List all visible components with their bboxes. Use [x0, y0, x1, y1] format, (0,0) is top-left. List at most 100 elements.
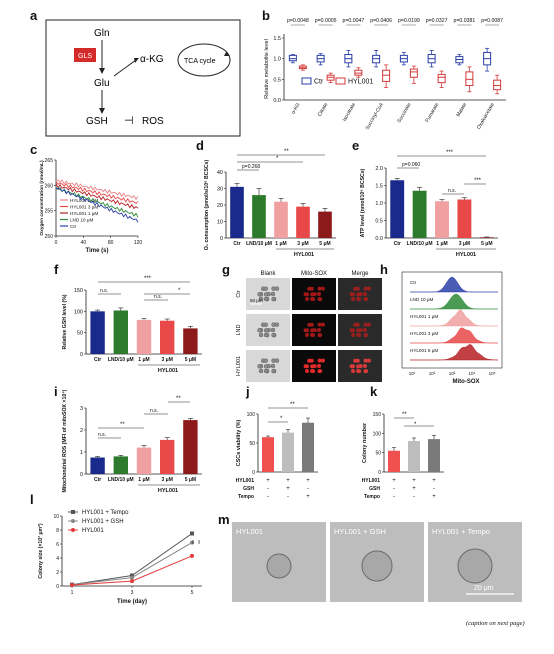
- cell: [363, 369, 368, 374]
- sign-label: -: [267, 494, 269, 500]
- legend-label: Ctr: [314, 79, 324, 86]
- p-value-label: p=0.0381: [453, 18, 475, 24]
- bar: [252, 195, 266, 238]
- x-tick-label: Ctr: [94, 477, 101, 483]
- y-tick-label: 100: [74, 309, 83, 315]
- glu-label: Glu: [94, 78, 110, 89]
- colony: [266, 553, 292, 579]
- cell: [310, 369, 315, 374]
- cell: [317, 358, 322, 363]
- cell: [349, 328, 354, 333]
- sig-annotation: **: [188, 540, 194, 544]
- cell: [305, 332, 310, 337]
- cell: [270, 291, 276, 297]
- cell: [303, 328, 308, 333]
- y-tick-label: 0: [252, 470, 255, 476]
- sig-annotation: **: [194, 540, 200, 544]
- x-tick-label: Fumarate: [424, 102, 440, 124]
- y-tick-label: 6: [56, 542, 59, 548]
- sig-annotation: *: [280, 416, 283, 422]
- cell: [263, 292, 269, 297]
- x-axis-label: Time (day): [117, 599, 147, 605]
- y-tick-label: 2: [56, 570, 59, 576]
- cell: [366, 286, 371, 291]
- bar: [282, 432, 294, 472]
- colony-number-bar-chart: 0 50 100 150 Colony number + - - + + - + - + HYL001 GSH…: [362, 412, 444, 500]
- x-tick-label: 3 μM: [161, 477, 172, 483]
- cell: [274, 286, 280, 291]
- cell: [349, 364, 354, 369]
- box: [288, 54, 297, 62]
- cell: [257, 292, 262, 297]
- x-tick-label: 5: [191, 590, 194, 596]
- caption-note: (caption on next page): [466, 620, 525, 627]
- cell: [363, 286, 368, 291]
- y-tick-label: 1: [80, 450, 83, 456]
- sign-label: -: [393, 494, 395, 500]
- data-point: [130, 579, 134, 584]
- column-label: Merge: [351, 271, 369, 277]
- y-tick-label: 265: [45, 158, 54, 164]
- cell: [363, 333, 368, 338]
- x-tick-label: 3 μM: [297, 241, 308, 247]
- gls-enzyme-box: [74, 48, 96, 62]
- p-value-label: p=0.0406: [370, 18, 392, 24]
- plot-frame: [401, 271, 503, 369]
- mito-ros-bar-chart: 0 1 2 3 Mitochondrial ROS (MFI of mitoSOX ×1…: [62, 390, 202, 494]
- p-value-label: p=0.0327: [426, 18, 448, 24]
- bar: [113, 310, 128, 354]
- scale-label: 50 μm: [250, 298, 263, 303]
- x-axis-label: Mito-SOX: [453, 379, 480, 385]
- y-tick-label: 50: [249, 441, 255, 447]
- cell: [310, 297, 315, 302]
- bar: [90, 457, 105, 474]
- group-label: HYL001: [456, 252, 476, 258]
- panel-label-j: j: [246, 384, 250, 399]
- cell: [258, 332, 264, 338]
- bar: [183, 328, 198, 354]
- cell: [355, 286, 360, 291]
- panel-label-m: m: [218, 512, 230, 527]
- legend-label: Ctr: [70, 224, 77, 229]
- panel-label-c: c: [30, 142, 38, 157]
- image-label: HYL001 + Tempo: [432, 527, 490, 536]
- x-tick-label: 1 μM: [275, 241, 286, 247]
- panel-label-g: g: [222, 262, 230, 277]
- y-tick-label: 10: [217, 220, 223, 226]
- bar: [457, 199, 472, 238]
- x-tick-label: 1 μM: [138, 477, 149, 483]
- cell: [320, 322, 325, 327]
- x-tick-label: 10³: [449, 371, 456, 376]
- colony: [457, 548, 493, 584]
- legend-marker: [71, 519, 75, 523]
- histogram: [410, 276, 498, 293]
- row-label: LND 10 μM: [410, 297, 433, 302]
- y-tick-label: 30: [217, 187, 223, 193]
- sig-annotation: **: [176, 396, 181, 402]
- y-tick-label: 0: [378, 470, 381, 476]
- data-point: [190, 531, 194, 536]
- cell: [258, 368, 264, 374]
- panel-label-l: l: [30, 492, 34, 507]
- x-tick-label: Malate: [455, 102, 468, 118]
- x-tick-label: LND/10 μM: [407, 241, 433, 247]
- cell: [270, 363, 276, 369]
- bar: [318, 211, 332, 238]
- x-tick-label: α-KG: [291, 102, 302, 115]
- x-tick-label: Ctr: [94, 357, 101, 363]
- y-tick-label: 4: [56, 556, 59, 562]
- gsh-label: GSH: [86, 116, 108, 127]
- data-point: [130, 575, 134, 580]
- group-label: HYL001: [294, 252, 314, 258]
- cell: [274, 358, 280, 363]
- y-tick-label: 0.5: [273, 77, 281, 83]
- y-tick-label: 0.0: [375, 236, 383, 242]
- flow-histogram: Ctr LND 10 μM HYL001 1 μM HYL001 3 μM HYL001…: [401, 271, 503, 385]
- series-line: [55, 186, 139, 218]
- y-tick-label: 255: [45, 209, 54, 215]
- row-label: Ctr: [236, 290, 242, 298]
- bar: [435, 201, 449, 238]
- bar: [274, 201, 288, 238]
- x-tick-label: Ctr: [233, 241, 240, 247]
- y-tick-label: 1.0: [273, 57, 281, 63]
